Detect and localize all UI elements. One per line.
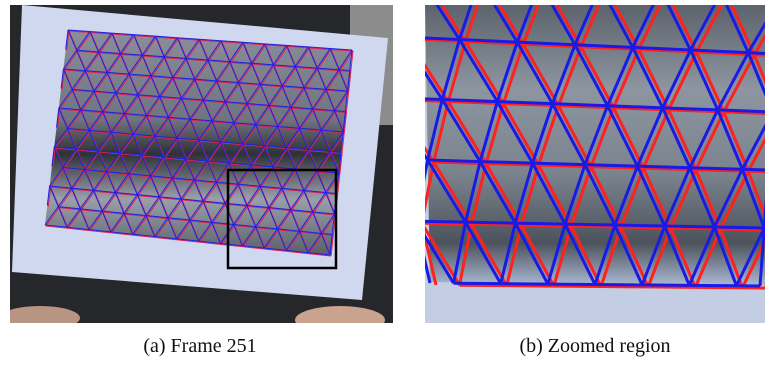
mesh-edge [408, 0, 425, 39]
mesh-edge [533, 163, 585, 165]
caption: (b) Zoomed region [519, 335, 670, 357]
mesh-edge [402, 0, 419, 37]
mesh-edge [428, 160, 480, 162]
mesh-edge [748, 171, 773, 172]
mesh-edge [663, 108, 718, 110]
mesh-edge [748, 53, 773, 54]
mesh-edge [585, 165, 637, 167]
mesh-edge [665, 226, 715, 227]
mesh-edge [393, 39, 408, 100]
mesh-edge [442, 100, 497, 102]
figure: (a) Frame 251 (b) Zoomed region [0, 0, 773, 367]
mesh-edge [466, 222, 516, 223]
frame-image [0, 5, 393, 334]
caption: (a) Frame 251 [143, 335, 256, 357]
mesh-edge [742, 169, 768, 170]
mesh-edge [393, 99, 407, 161]
mesh-edge [718, 110, 773, 112]
mesh-edge [565, 224, 615, 225]
mesh-edge [615, 225, 665, 226]
mesh-edge [387, 97, 442, 99]
mesh-edge [769, 112, 773, 170]
zoom-image [330, 0, 773, 323]
mesh-edge [690, 168, 742, 170]
mesh-edge [416, 221, 466, 222]
mesh-edge [480, 162, 532, 164]
mesh-edge [387, 97, 428, 160]
mesh-edge [637, 166, 689, 168]
mesh-edge [497, 102, 552, 104]
mesh-edge [552, 104, 607, 106]
mesh-edge [608, 106, 663, 108]
mesh-edge [714, 227, 764, 228]
mesh-edge [515, 223, 565, 224]
mesh-edge [766, 230, 770, 288]
